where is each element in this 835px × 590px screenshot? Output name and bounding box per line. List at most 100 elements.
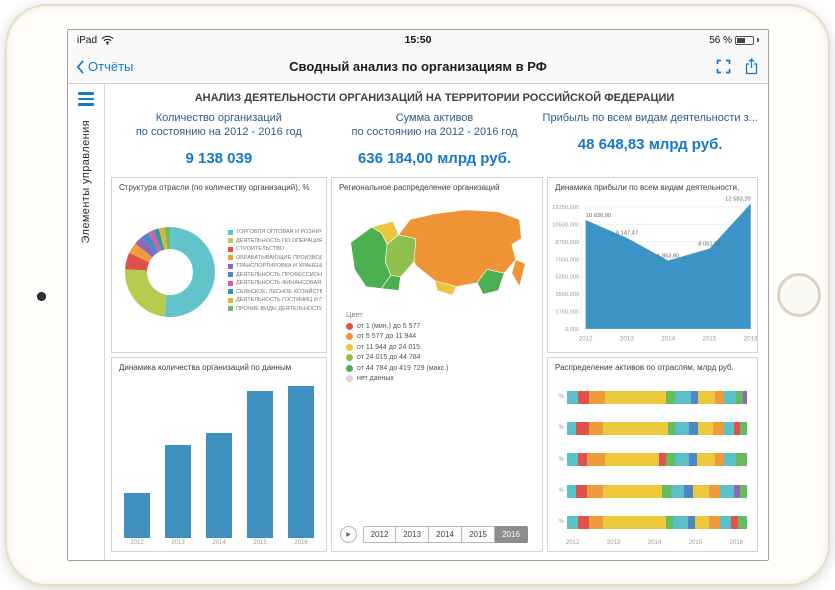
clock: 15:50 — [404, 34, 432, 46]
bar-chart-x-axis: 2012 2013 2014 2015 2016 — [112, 538, 326, 551]
donut-legend-item: ПРОЧИЕ ВИДЫ ДЕЯТЕЛЬНОСТИ — [228, 306, 322, 312]
kpi-organizations-count: Количество организаций по состоянию на 20… — [111, 112, 327, 167]
menu-icon[interactable] — [78, 92, 94, 106]
panel-title: Динамика прибыли по всем видам деятельно… — [555, 182, 740, 192]
x-tick-label: 2012 — [566, 540, 580, 546]
row-label: % — [558, 425, 564, 432]
bar-segment — [604, 453, 659, 467]
x-tick-label: 2015 — [688, 540, 703, 546]
donut-legend-item: СТРОИТЕЛЬСТВО — [228, 246, 322, 252]
svg-text:12250,000: 12250,000 — [552, 205, 579, 211]
stacked-bar-chart[interactable]: %%%%% — [548, 374, 757, 539]
charts-grid: Структура отрасли (по количеству организ… — [111, 176, 758, 552]
year-button-2014[interactable]: 2014 — [429, 526, 462, 543]
sidebar-label: Элементы управления — [80, 119, 92, 243]
x-tick-label: 2013 — [171, 540, 185, 546]
map-legend-item: от 24 015 до 44 784 — [346, 354, 542, 361]
bar-segment — [577, 390, 589, 404]
bar-segment — [588, 421, 603, 435]
kpi-value: 636 184,00 млрд руб. — [357, 149, 512, 167]
svg-text:10 930,90: 10 930,90 — [586, 212, 612, 218]
svg-text:2014: 2014 — [661, 335, 675, 342]
bar[interactable] — [206, 433, 232, 538]
year-button-2015[interactable]: 2015 — [462, 526, 495, 543]
play-button[interactable]: ▶ — [340, 526, 357, 543]
bar-segment — [567, 421, 576, 435]
donut-legend-item: СЕЛЬСКОЕ, ЛЕСНОЕ ХОЗЯЙСТВО, ОХОТА... — [228, 289, 322, 295]
bar-segment — [714, 390, 724, 404]
bar-segment — [743, 390, 747, 404]
bar-segment — [588, 390, 605, 404]
assets-distribution-panel: Распределение активов по отраслям, млрд … — [547, 356, 758, 552]
kpi-value: 48 648,83 млрд руб. — [577, 135, 723, 153]
bar-segment — [567, 453, 578, 467]
bar-segment — [665, 390, 675, 404]
x-tick-label: 2015 — [253, 540, 267, 546]
stacked-bar-row[interactable]: % — [552, 484, 747, 498]
bar-segment — [723, 390, 737, 404]
year-segmented-control: 2012 2013 2014 2015 2016 — [363, 526, 528, 543]
bar-segment — [709, 515, 720, 529]
share-icon[interactable] — [745, 58, 758, 75]
bar-segment — [673, 515, 688, 529]
stacked-bar-row[interactable]: % — [552, 453, 747, 467]
kpi-label: Прибыль по всем видам деятельности з... — [542, 112, 758, 124]
bar-segment — [658, 453, 666, 467]
bar-segment — [719, 515, 731, 529]
bar[interactable] — [124, 493, 150, 538]
bar[interactable] — [288, 385, 314, 538]
back-button-label: Отчёты — [88, 59, 134, 74]
bar-segment — [586, 453, 605, 467]
bar-segment — [730, 515, 738, 529]
stacked-bar-row[interactable]: % — [552, 515, 747, 529]
regional-distribution-panel: Региональное распределение организаций — [331, 176, 543, 552]
profit-dynamics-panel: Динамика прибыли по всем видам деятельно… — [547, 176, 758, 353]
bar-segment — [737, 515, 747, 529]
bar[interactable] — [165, 445, 191, 538]
report-title: АНАЛИЗ ДЕЯТЕЛЬНОСТИ ОРГАНИЗАЦИЙ НА ТЕРРИ… — [194, 92, 675, 104]
bar-segment — [674, 421, 690, 435]
stacked-bar-row[interactable]: % — [552, 390, 747, 404]
russia-map[interactable] — [343, 202, 531, 306]
back-chevron-icon — [76, 59, 84, 74]
bar-segment — [667, 421, 675, 435]
home-button[interactable] — [777, 273, 821, 317]
fullscreen-icon[interactable] — [716, 59, 731, 74]
bar[interactable] — [247, 391, 273, 538]
back-button[interactable]: Отчёты — [76, 59, 133, 75]
bar-segment — [662, 484, 672, 498]
bar-segment — [719, 484, 735, 498]
controls-sidebar: Элементы управления — [68, 84, 105, 560]
org-count-dynamics-panel: Динамика количества организаций по данны… — [111, 356, 327, 552]
area-chart[interactable]: 12250,000 10500,000 8750,000 7000,000 5250,0… — [548, 194, 757, 352]
wifi-icon — [101, 35, 114, 45]
bar-segment — [586, 484, 603, 498]
bar-segment — [577, 515, 589, 529]
row-label: % — [558, 488, 564, 495]
year-button-2013[interactable]: 2013 — [396, 526, 429, 543]
bar-segment — [698, 421, 713, 435]
year-button-2012[interactable]: 2012 — [363, 526, 396, 543]
kpi-assets-sum: Сумма активов по состоянию на 2012 - 2016… — [327, 112, 543, 167]
bar-segment — [736, 453, 747, 467]
bar-segment — [567, 515, 578, 529]
donut-chart[interactable] — [118, 212, 224, 330]
map-legend-item: от 1 (мин.) до 5 577 — [346, 322, 542, 330]
year-button-2016[interactable]: 2016 — [495, 526, 528, 543]
svg-text:2013: 2013 — [620, 335, 634, 342]
bar-segment — [567, 390, 578, 404]
bar-chart[interactable] — [112, 374, 326, 538]
svg-text:9 147,47: 9 147,47 — [616, 230, 638, 236]
ipad-device: iPad 15:50 56 % Отчёты Сво — [5, 4, 830, 586]
bar-segment — [692, 484, 710, 498]
bar-segment — [665, 515, 674, 529]
stacked-bar-row[interactable]: % — [552, 421, 747, 435]
kpi-label: Количество организаций по состоянию на 20… — [135, 112, 302, 138]
bar-segment — [602, 484, 663, 498]
bar-segment — [714, 453, 724, 467]
dashboard: АНАЛИЗ ДЕЯТЕЛЬНОСТИ ОРГАНИЗАЦИЙ НА ТЕРРИ… — [105, 84, 768, 560]
donut-legend-item: ДЕЯТЕЛЬНОСТЬ ПО ОПЕРАЦИЯМ С НЕДВИ... — [228, 238, 322, 244]
bar-segment — [602, 515, 666, 529]
svg-text:0,000: 0,000 — [565, 326, 579, 332]
bar-segment — [734, 484, 740, 498]
